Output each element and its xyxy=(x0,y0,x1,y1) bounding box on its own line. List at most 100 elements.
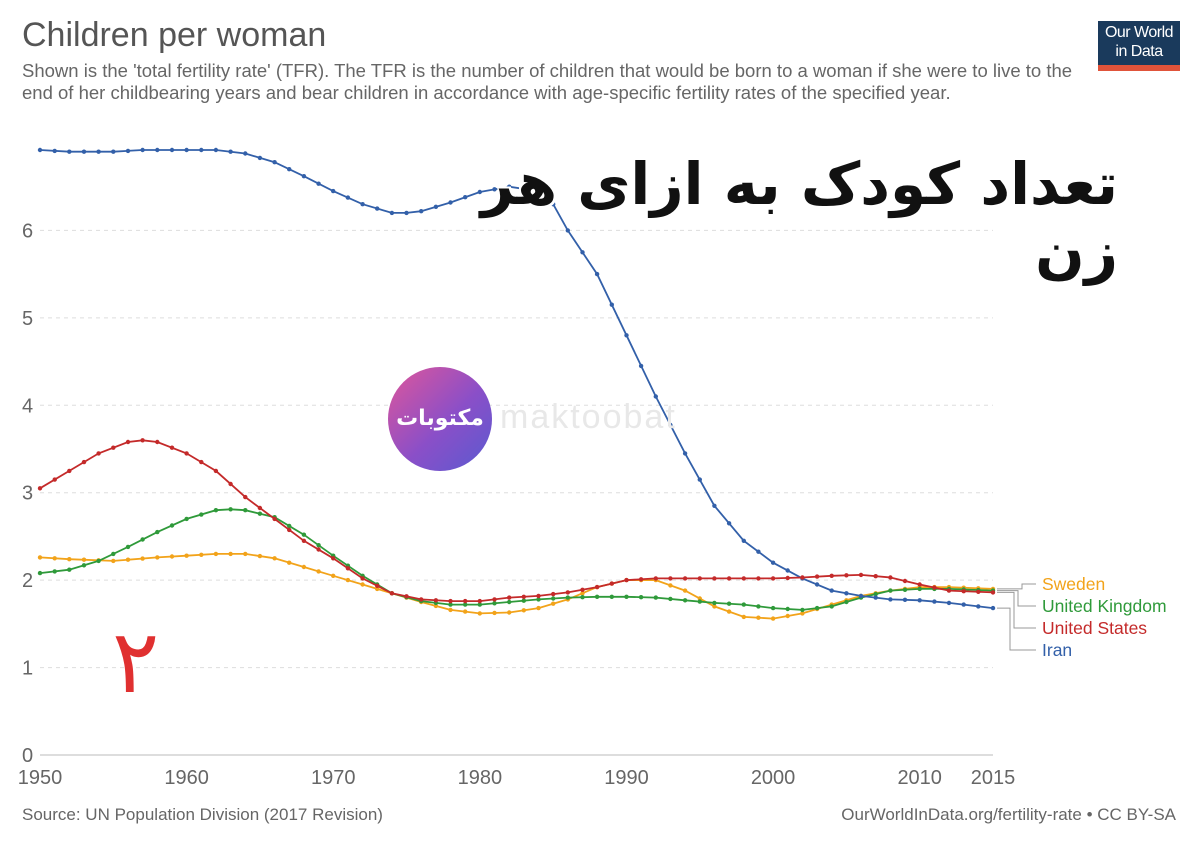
data-point-united-states-1953 xyxy=(81,459,87,465)
data-point-iran-1978 xyxy=(448,200,453,205)
chart-subtitle: Shown is the 'total fertility rate' (TFR… xyxy=(22,60,1073,103)
data-point-iran-1984 xyxy=(536,188,541,194)
red-numeral-annotation: ۲ xyxy=(112,610,160,713)
data-point-iran-1957 xyxy=(140,147,145,153)
data-point-united-kingdom-1965 xyxy=(257,511,263,516)
data-point-united-states-2000 xyxy=(770,576,776,581)
data-point-united-states-1996 xyxy=(712,576,717,581)
data-point-united-kingdom-2007 xyxy=(873,591,878,597)
data-point-united-states-1988 xyxy=(594,584,600,590)
data-point-iran-1981 xyxy=(492,187,497,192)
data-point-united-states-2006 xyxy=(858,572,864,578)
data-point-united-kingdom-1978 xyxy=(448,602,453,607)
data-point-sweden-1984 xyxy=(536,605,541,611)
data-point-united-states-1971 xyxy=(345,566,351,571)
data-point-iran-1971 xyxy=(345,195,351,200)
data-point-sweden-1997 xyxy=(726,609,732,614)
legend-label-iran: Iran xyxy=(1042,640,1072,660)
data-point-iran-1972 xyxy=(360,202,365,207)
x-tick-label-2010: 2010 xyxy=(897,767,942,789)
data-point-united-states-2009 xyxy=(902,578,908,584)
data-point-iran-2012 xyxy=(946,600,952,606)
data-point-united-states-1956 xyxy=(125,439,131,445)
data-point-sweden-1970 xyxy=(331,573,336,578)
data-point-united-states-2002 xyxy=(800,575,805,580)
data-point-united-states-1973 xyxy=(375,583,380,588)
data-point-united-states-1959 xyxy=(169,445,175,450)
data-point-iran-1977 xyxy=(433,204,439,209)
data-point-united-states-1954 xyxy=(96,451,101,456)
data-point-united-kingdom-2003 xyxy=(814,605,820,611)
data-point-united-states-1992 xyxy=(653,576,658,581)
data-point-united-states-1952 xyxy=(67,468,72,474)
data-point-united-kingdom-1962 xyxy=(213,508,219,513)
data-point-united-states-1968 xyxy=(301,538,307,543)
data-point-sweden-1985 xyxy=(551,601,556,606)
data-point-iran-1985 xyxy=(551,202,556,207)
data-point-united-kingdom-1980 xyxy=(477,602,482,607)
owid-logo[interactable]: Our World in Data xyxy=(1098,21,1180,71)
data-point-united-states-1955 xyxy=(111,445,116,450)
source-note: Source: UN Population Division (2017 Rev… xyxy=(22,805,383,824)
data-point-sweden-1966 xyxy=(272,556,277,561)
data-point-united-kingdom-1985 xyxy=(551,596,556,601)
y-tick-label-2: 2 xyxy=(22,570,33,592)
data-point-united-kingdom-1969 xyxy=(316,543,321,548)
data-point-united-kingdom-1992 xyxy=(653,595,658,600)
y-tick-label-4: 4 xyxy=(22,395,33,417)
data-point-united-states-1965 xyxy=(257,505,263,511)
data-point-united-kingdom-1968 xyxy=(301,532,307,537)
data-point-iran-2001 xyxy=(785,568,790,573)
data-point-sweden-1956 xyxy=(125,557,131,562)
data-point-iran-1976 xyxy=(419,209,424,214)
data-point-united-states-1960 xyxy=(184,451,189,456)
data-point-united-kingdom-1950 xyxy=(37,570,43,576)
data-point-iran-2007 xyxy=(873,595,878,600)
credit-link[interactable]: OurWorldInData.org/fertility-rate • CC B… xyxy=(841,805,1176,824)
data-point-iran-1956 xyxy=(125,148,131,154)
data-point-united-states-1958 xyxy=(155,439,160,445)
data-point-united-kingdom-1984 xyxy=(536,597,541,602)
data-point-sweden-1951 xyxy=(52,556,57,561)
data-point-sweden-1993 xyxy=(668,583,673,588)
data-point-iran-1980 xyxy=(477,189,482,195)
y-tick-label-3: 3 xyxy=(22,483,33,505)
legend-connector-united-kingdom xyxy=(997,590,1036,607)
data-point-united-states-1977 xyxy=(433,598,439,603)
y-tick-label-6: 6 xyxy=(22,220,33,242)
data-point-sweden-1979 xyxy=(463,609,468,614)
y-tick-label-0: 0 xyxy=(22,745,33,767)
data-point-iran-1966 xyxy=(272,160,277,165)
data-point-sweden-1998 xyxy=(741,614,746,620)
data-point-iran-1990 xyxy=(624,333,629,338)
data-point-iran-1986 xyxy=(565,228,570,233)
data-point-united-states-1991 xyxy=(638,577,644,582)
data-point-united-states-1972 xyxy=(360,576,365,581)
data-point-iran-1970 xyxy=(331,188,336,194)
data-point-iran-1989 xyxy=(609,302,614,307)
data-point-united-states-2008 xyxy=(888,575,893,580)
data-point-united-states-2015 xyxy=(990,590,996,595)
data-point-united-states-1974 xyxy=(389,591,395,596)
data-point-united-states-1998 xyxy=(741,576,746,581)
data-point-united-states-1984 xyxy=(536,593,541,599)
data-point-sweden-1987 xyxy=(580,591,585,596)
data-point-iran-1959 xyxy=(169,147,175,153)
data-point-sweden-1996 xyxy=(712,604,717,609)
data-point-iran-1954 xyxy=(96,149,101,154)
data-point-united-kingdom-1951 xyxy=(52,569,57,574)
data-point-iran-1961 xyxy=(199,147,204,153)
data-point-united-states-2011 xyxy=(932,585,937,590)
data-point-united-states-1970 xyxy=(331,556,336,561)
data-point-united-kingdom-1988 xyxy=(594,594,600,599)
data-point-united-kingdom-1989 xyxy=(609,594,614,599)
data-point-united-kingdom-1960 xyxy=(184,516,189,522)
data-point-united-kingdom-1954 xyxy=(96,558,101,564)
data-point-sweden-1994 xyxy=(682,588,688,593)
data-point-united-kingdom-1994 xyxy=(682,598,688,603)
data-point-united-kingdom-1961 xyxy=(199,512,204,517)
data-point-united-kingdom-1981 xyxy=(492,601,497,606)
data-point-united-states-1997 xyxy=(726,576,732,581)
data-point-united-kingdom-1986 xyxy=(565,595,570,600)
y-tick-label-5: 5 xyxy=(22,308,33,330)
